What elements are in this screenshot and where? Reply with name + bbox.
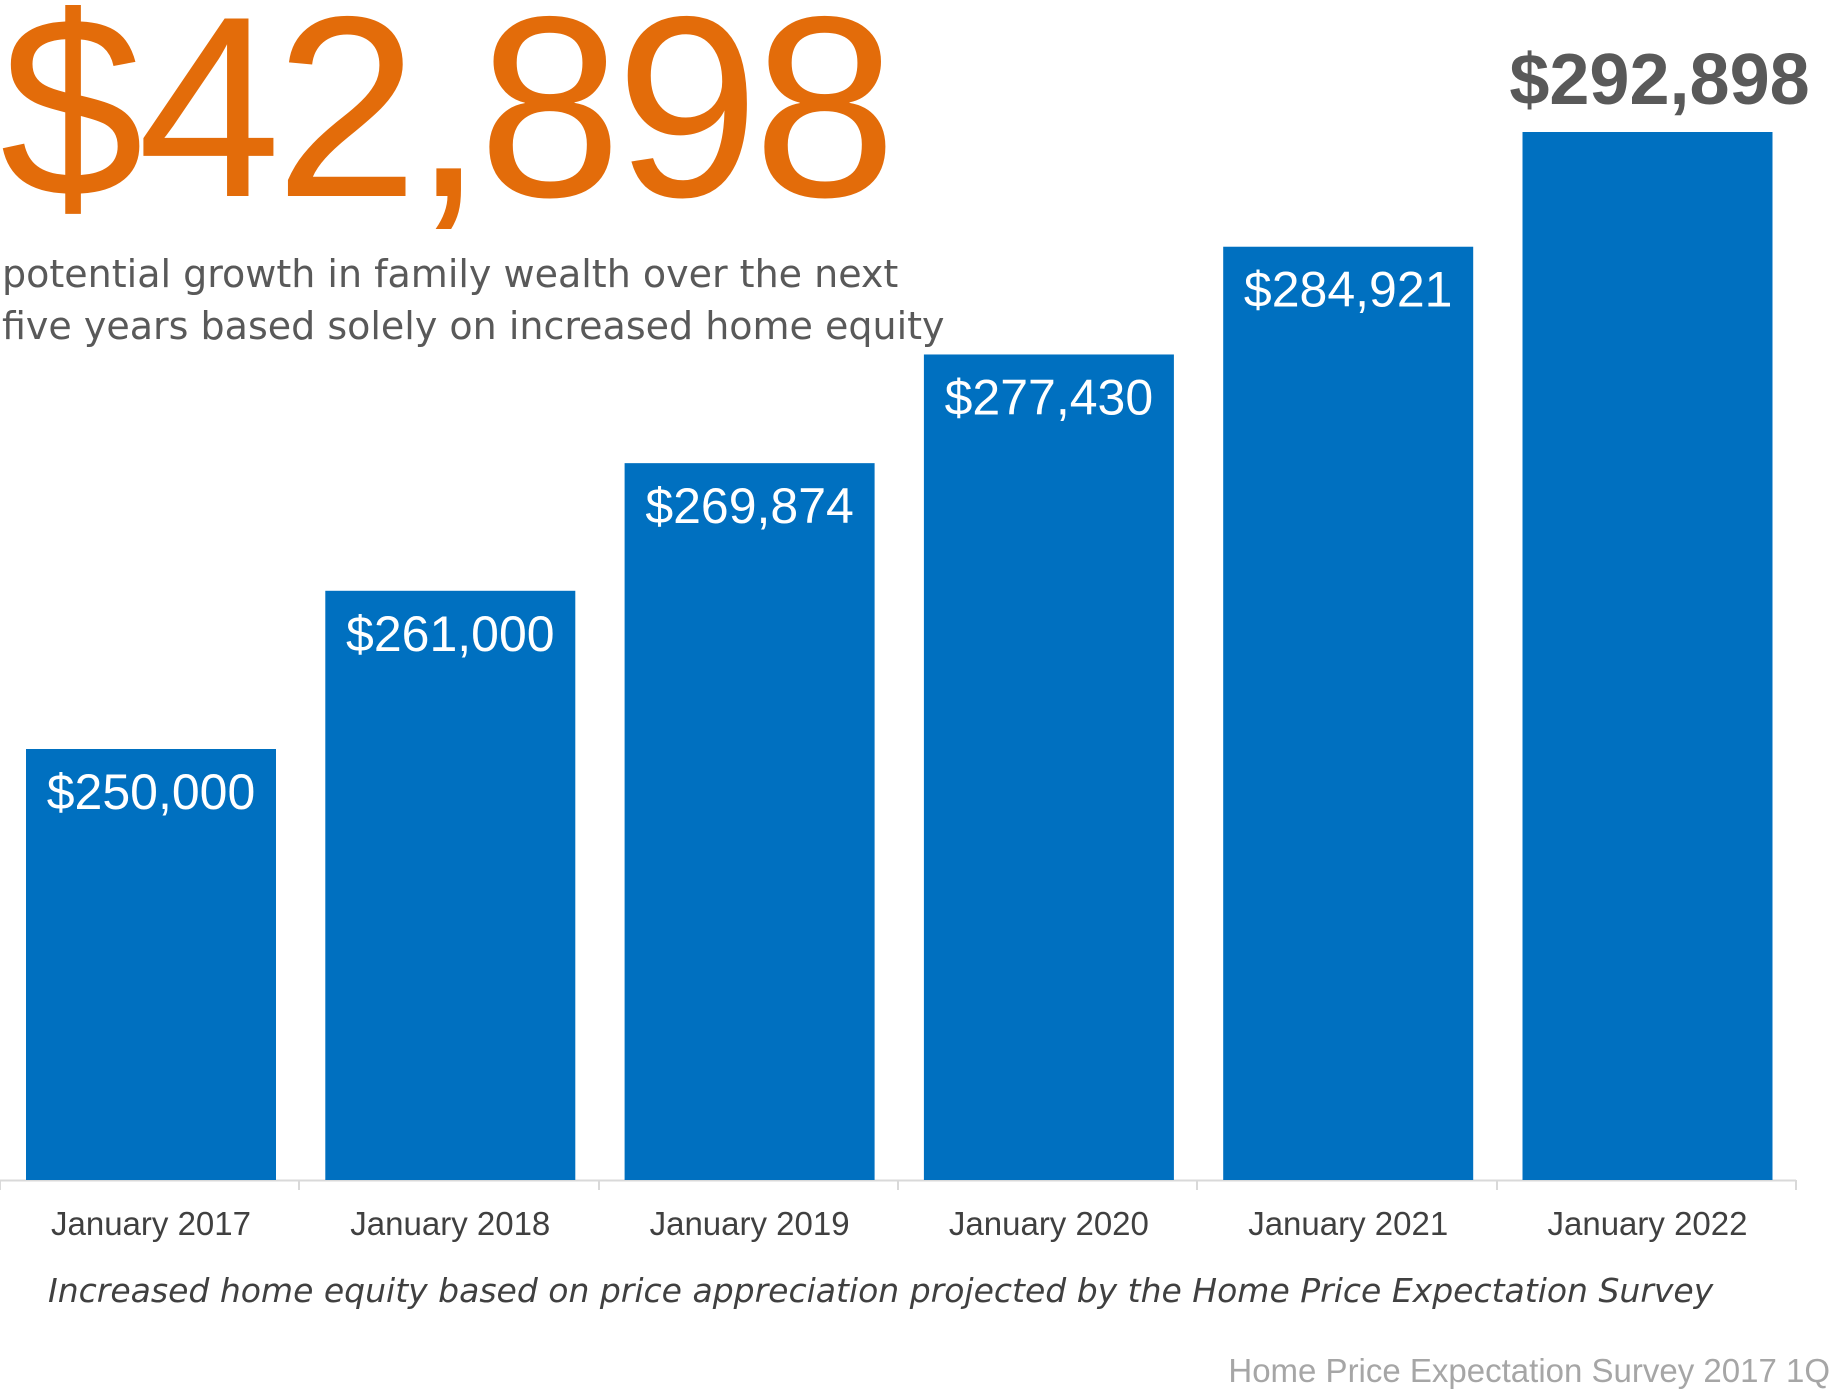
bar-1	[26, 749, 276, 1180]
bar-value-label-4: $277,430	[945, 369, 1154, 425]
bar-value-label-6: $292,898	[1509, 40, 1809, 120]
subtitle: potential growth in family wealth over t…	[2, 248, 945, 352]
category-label-6: January 2022	[1548, 1205, 1748, 1242]
bar-2	[325, 590, 576, 1180]
bar-value-label-1: $250,000	[47, 764, 256, 820]
bar-4	[923, 354, 1174, 1180]
source-citation: Home Price Expectation Survey 2017 1Q	[1228, 1352, 1830, 1389]
bar-5	[1223, 246, 1474, 1180]
bar-value-label-3: $269,874	[645, 478, 854, 534]
headline-value: $42,898	[0, 0, 897, 251]
category-label-4: January 2020	[949, 1205, 1149, 1242]
bar-3	[624, 463, 875, 1180]
bar-value-label-5: $284,921	[1244, 262, 1453, 318]
footnote: Increased home equity based on price app…	[48, 1271, 1714, 1310]
category-label-2: January 2018	[350, 1205, 550, 1242]
subtitle-line-1: potential growth in family wealth over t…	[2, 252, 899, 296]
bar-value-label-2: $261,000	[346, 606, 555, 662]
category-label-1: January 2017	[51, 1205, 251, 1242]
subtitle-line-2: five years based solely on increased hom…	[2, 304, 945, 348]
bar-6	[1522, 132, 1773, 1180]
category-label-3: January 2019	[650, 1205, 850, 1242]
category-label-5: January 2021	[1248, 1205, 1448, 1242]
